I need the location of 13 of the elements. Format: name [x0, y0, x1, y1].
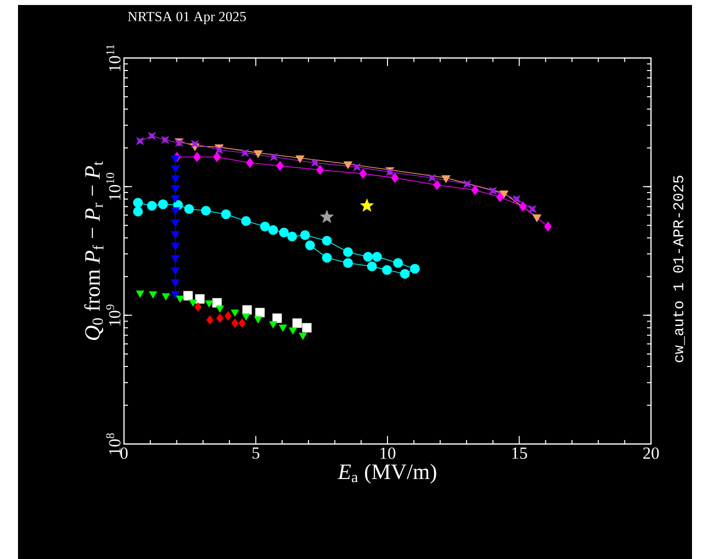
x-tick-label: 20	[643, 447, 659, 459]
x-tick-label: 5	[252, 447, 260, 459]
x-axis-title: E$_{a}$ (MV/m)	[338, 464, 436, 484]
y-tick-label: 10$^{9}$	[106, 304, 120, 326]
y-tick-label: 10$^{8}$	[106, 433, 120, 454]
chart-title: NRTSA 01 Apr 2025	[128, 12, 246, 24]
text: cw_auto 1 01-APR-2025	[673, 176, 685, 362]
text: Q$_{0}$ from P$_{f}$ − P$_{r}$ − P$_{t}$	[84, 161, 104, 340]
y-tick-label: 10$^{11}$	[106, 44, 120, 71]
y-tick-label: 10$^{10}$	[106, 172, 120, 200]
x-tick-label: 0	[120, 447, 128, 459]
x-tick-label: 15	[512, 447, 528, 459]
x-tick-label: 10	[380, 447, 396, 459]
